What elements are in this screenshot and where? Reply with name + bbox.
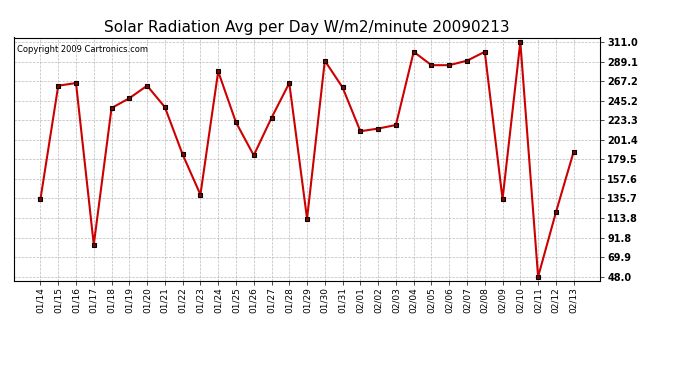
Title: Solar Radiation Avg per Day W/m2/minute 20090213: Solar Radiation Avg per Day W/m2/minute … — [104, 20, 510, 35]
Text: Copyright 2009 Cartronics.com: Copyright 2009 Cartronics.com — [17, 45, 148, 54]
